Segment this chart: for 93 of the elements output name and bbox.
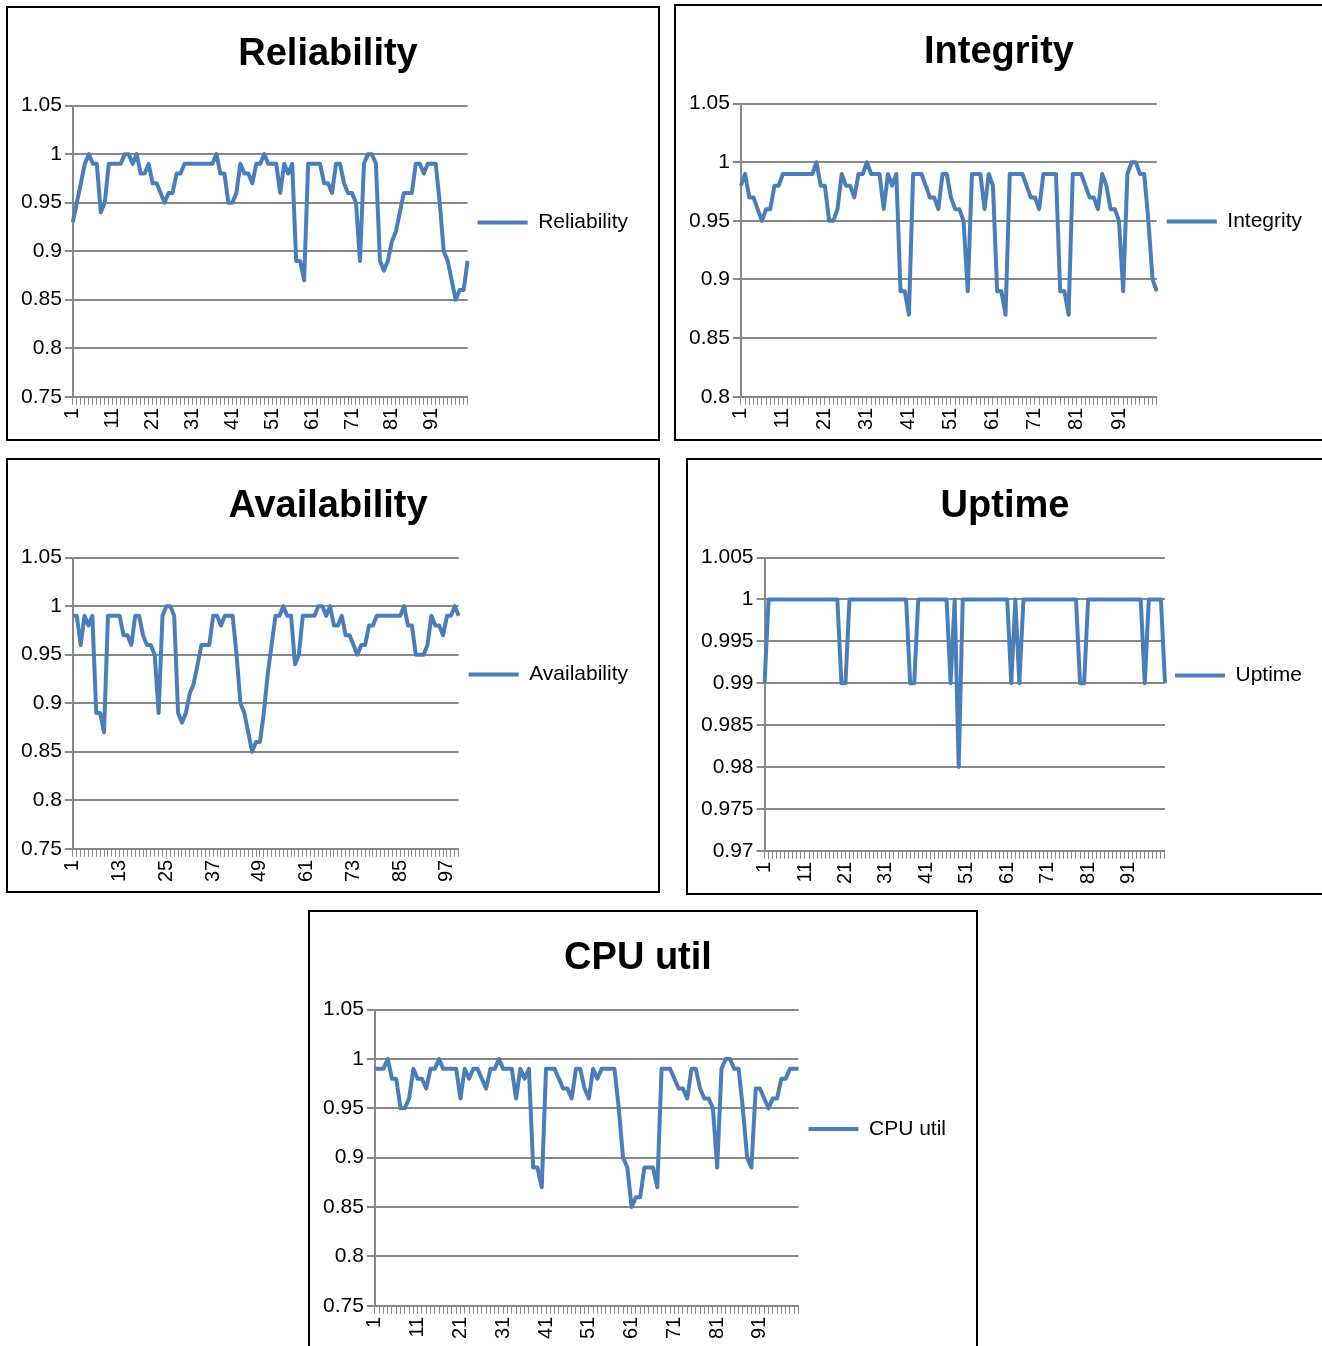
x-tick-label: 81: [704, 1316, 727, 1339]
y-tick-label: 0.8: [32, 335, 62, 359]
y-tick-label: 0.95: [323, 1095, 364, 1119]
y-tick-label: 0.85: [323, 1193, 364, 1217]
x-tick-label: 61: [294, 859, 317, 882]
x-tick-label: 81: [1064, 407, 1087, 430]
y-tick-label: 0.75: [323, 1292, 364, 1316]
x-tick-label: 71: [339, 407, 362, 430]
y-tick-label: 1: [50, 592, 62, 616]
x-tick-label: 21: [812, 407, 835, 430]
y-tick-label: 0.95: [21, 189, 62, 213]
y-tick-label: 1: [741, 586, 754, 610]
x-tick-label: 1: [60, 407, 83, 419]
x-tick-label: 91: [747, 1316, 770, 1339]
y-tick-label: 1: [718, 149, 730, 173]
x-tick-label: 81: [1075, 861, 1098, 884]
y-tick-label: 0.85: [21, 286, 62, 310]
legend-label: Availability: [529, 661, 629, 685]
x-tick-label: 41: [533, 1316, 556, 1339]
x-tick-label: 21: [140, 407, 163, 430]
x-tick-label: 41: [913, 861, 936, 884]
legend-label: CPU util: [868, 1115, 947, 1139]
x-tick-label: 31: [180, 407, 203, 430]
chart-title: Reliability: [238, 31, 418, 74]
x-tick-label: 41: [219, 407, 242, 430]
x-tick-label: 61: [994, 861, 1017, 884]
x-tick-label: 11: [100, 407, 123, 429]
x-tick-label: 71: [1022, 407, 1045, 430]
x-tick-label: 37: [200, 859, 223, 882]
y-tick-label: 0.975: [700, 795, 754, 819]
y-tick-label: 1.005: [700, 544, 754, 568]
x-tick-label: 71: [661, 1316, 684, 1339]
y-tick-label: 0.995: [700, 628, 754, 652]
y-tick-label: 0.9: [700, 266, 730, 290]
x-tick-label: 51: [576, 1316, 599, 1339]
chart-title: Integrity: [924, 29, 1074, 72]
y-tick-label: 0.85: [21, 738, 62, 762]
y-tick-label: 0.8: [334, 1243, 364, 1267]
x-tick-label: 1: [752, 861, 775, 873]
x-tick-label: 51: [259, 407, 282, 430]
y-tick-label: 0.9: [32, 689, 62, 713]
y-tick-label: 0.9: [32, 237, 62, 261]
y-tick-label: 0.8: [32, 787, 62, 811]
x-tick-label: 81: [379, 407, 402, 430]
x-tick-label: 1: [362, 1316, 385, 1328]
y-tick-label: 1.05: [21, 544, 62, 568]
chart-title: CPU util: [564, 935, 712, 978]
x-tick-label: 31: [490, 1316, 513, 1339]
x-tick-label: 97: [434, 859, 457, 882]
x-tick-label: 41: [896, 407, 919, 430]
y-tick-label: 0.9: [334, 1144, 364, 1168]
y-tick-label: 0.8: [700, 383, 730, 407]
y-tick-label: 0.985: [700, 711, 754, 735]
chart-title: Uptime: [940, 483, 1070, 526]
x-tick-label: 13: [107, 859, 130, 882]
x-tick-label: 51: [938, 407, 961, 430]
x-tick-label: 61: [619, 1316, 642, 1339]
x-tick-label: 85: [387, 859, 410, 882]
x-tick-label: 73: [340, 859, 363, 882]
y-tick-label: 1: [352, 1045, 364, 1069]
chart-title: Availability: [228, 483, 428, 526]
y-tick-label: 1: [50, 140, 62, 164]
y-tick-label: 1.05: [21, 92, 62, 116]
y-tick-label: 1.05: [323, 996, 364, 1020]
x-tick-label: 61: [980, 407, 1003, 430]
x-tick-label: 11: [770, 407, 793, 429]
x-tick-label: 25: [153, 859, 176, 882]
x-tick-label: 91: [1116, 861, 1139, 884]
y-tick-label: 0.75: [21, 835, 62, 859]
x-tick-label: 31: [873, 861, 896, 884]
y-tick-label: 0.75: [21, 383, 62, 407]
x-tick-label: 61: [299, 407, 322, 430]
legend-label: Uptime: [1235, 662, 1303, 686]
x-tick-label: 21: [832, 861, 855, 884]
x-tick-label: 11: [405, 1316, 428, 1338]
x-tick-label: 1: [60, 859, 83, 871]
y-tick-label: 1.05: [689, 90, 730, 114]
y-tick-label: 0.85: [689, 324, 730, 348]
y-tick-label: 0.98: [712, 753, 754, 777]
x-tick-label: 51: [954, 861, 977, 884]
x-tick-label: 11: [792, 861, 815, 883]
y-tick-label: 0.95: [689, 207, 730, 231]
x-tick-label: 31: [854, 407, 877, 430]
legend-label: Integrity: [1227, 208, 1303, 232]
x-tick-label: 71: [1035, 861, 1058, 884]
x-tick-label: 21: [447, 1316, 470, 1339]
legend-label: Reliability: [538, 209, 629, 233]
y-tick-label: 0.95: [21, 641, 62, 665]
x-tick-label: 91: [1106, 407, 1129, 430]
y-tick-label: 0.99: [712, 670, 754, 694]
x-tick-label: 49: [247, 859, 270, 882]
y-tick-label: 0.97: [712, 837, 754, 861]
x-tick-label: 91: [419, 407, 442, 430]
